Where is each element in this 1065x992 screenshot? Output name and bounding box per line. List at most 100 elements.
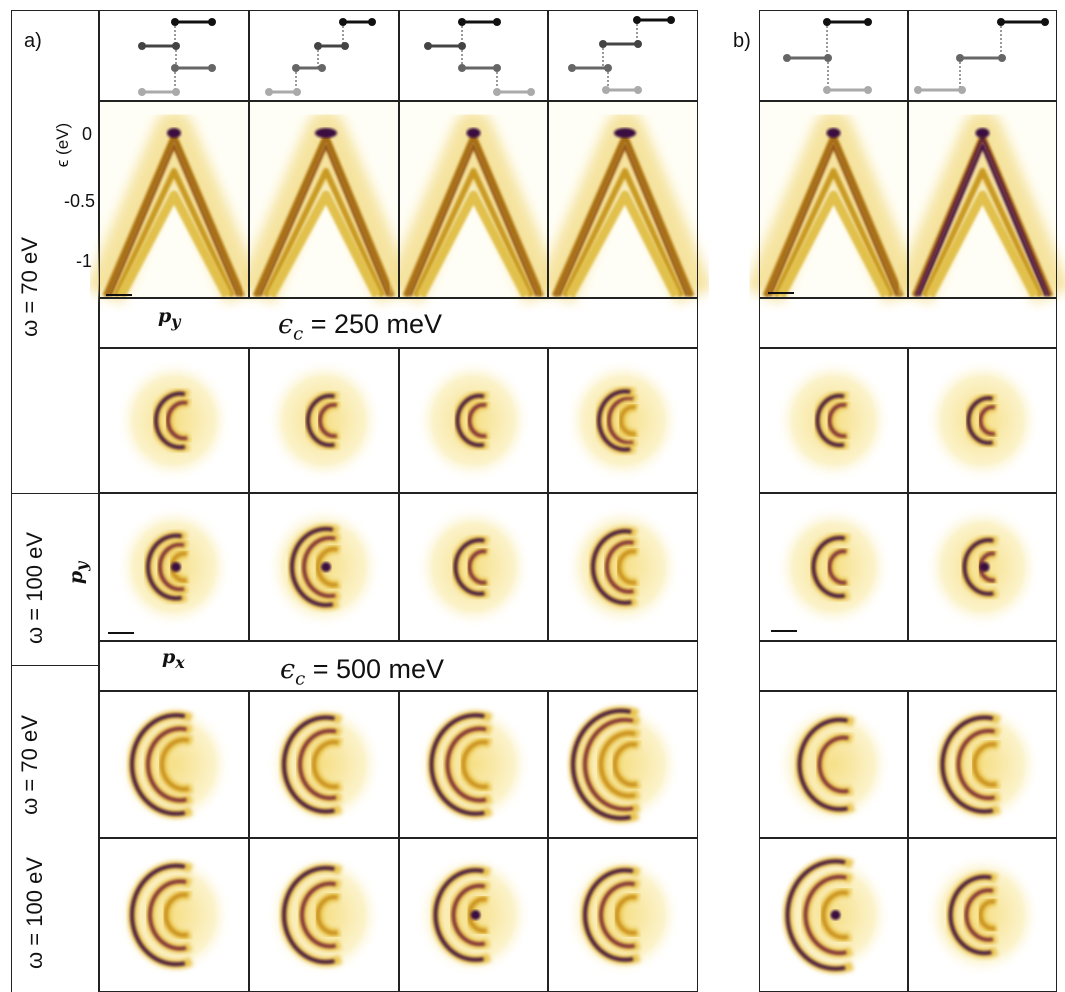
momentum-map-b-ec500-w70-2 bbox=[909, 692, 1056, 837]
map-arc bbox=[811, 535, 846, 599]
map-arc bbox=[455, 393, 485, 448]
cell-border bbox=[399, 101, 548, 298]
band-branch bbox=[921, 168, 1044, 298]
map-arc bbox=[433, 868, 484, 962]
level-node bbox=[172, 42, 180, 50]
map-arc bbox=[146, 726, 187, 803]
level-diagram-a-0 bbox=[138, 18, 216, 96]
level-node bbox=[633, 16, 641, 24]
map-arc bbox=[461, 740, 488, 789]
energy-tick-0: 0 bbox=[81, 124, 92, 144]
band-fade bbox=[909, 102, 1056, 142]
cell-border bbox=[908, 493, 1057, 641]
level-node bbox=[293, 88, 301, 96]
label-column-ec500 bbox=[11, 665, 99, 992]
map-arc bbox=[615, 895, 637, 935]
map-arc bbox=[160, 737, 189, 792]
level-node bbox=[997, 18, 1005, 26]
map-arc bbox=[583, 717, 634, 812]
map-arc bbox=[130, 863, 186, 967]
level-node bbox=[208, 64, 216, 72]
momentum-map-b-ec500-w100-2 bbox=[909, 839, 1056, 991]
dispersion-plot-a-4 bbox=[536, 102, 714, 304]
level-node bbox=[368, 18, 376, 26]
cell-border bbox=[759, 348, 908, 493]
map-arc bbox=[453, 538, 485, 596]
map-arc bbox=[591, 529, 632, 605]
map-arc bbox=[785, 859, 846, 971]
energy-tick-neg1: -1 bbox=[75, 251, 92, 271]
momentum-map-ec500-w70-1 bbox=[100, 692, 248, 837]
level-node bbox=[171, 64, 179, 72]
momentum-map-ec250-w100-4 bbox=[549, 494, 697, 640]
cell-border bbox=[548, 10, 698, 101]
level-node bbox=[265, 88, 273, 96]
map-arc bbox=[972, 742, 997, 787]
map-arc bbox=[282, 865, 335, 965]
level-node bbox=[958, 86, 966, 94]
level-node bbox=[667, 16, 675, 24]
band-branch bbox=[772, 168, 895, 298]
cell-border bbox=[548, 691, 698, 838]
band-branch bbox=[926, 190, 1039, 299]
band-branch bbox=[561, 168, 685, 298]
cell-border bbox=[99, 101, 249, 298]
cell-border bbox=[399, 10, 548, 101]
map-arc bbox=[282, 715, 335, 814]
level-node bbox=[864, 86, 872, 94]
level-node bbox=[783, 54, 791, 62]
banner-ec250: py ϵc = 250 meV bbox=[99, 298, 698, 348]
map-arc bbox=[978, 899, 996, 931]
band-fade bbox=[549, 102, 697, 142]
band-branch bbox=[556, 143, 690, 297]
band-branch bbox=[107, 143, 241, 297]
momentum-map-ec500-w100-3 bbox=[400, 839, 547, 991]
map-arc bbox=[306, 393, 335, 448]
map-glow bbox=[775, 702, 892, 827]
map-arc bbox=[300, 881, 337, 949]
map-arc bbox=[298, 728, 337, 801]
map-arc bbox=[605, 540, 634, 594]
map-arc bbox=[803, 874, 847, 956]
map-arc bbox=[956, 728, 995, 801]
banner-ec250-text: ϵc = 250 meV bbox=[278, 309, 443, 345]
map-arc bbox=[617, 549, 637, 585]
cell-border bbox=[249, 101, 399, 298]
momentum-map-ec250-w70-4 bbox=[549, 349, 697, 492]
level-node bbox=[634, 40, 642, 48]
map-arc bbox=[815, 393, 845, 448]
dispersion-plot-a-3 bbox=[385, 102, 562, 304]
map-arc bbox=[597, 389, 631, 452]
momentum-map-b-ec250-w100-1 bbox=[760, 494, 907, 640]
cell-border bbox=[548, 101, 698, 298]
momentum-map-ec500-w100-1 bbox=[100, 839, 248, 991]
cell-border bbox=[908, 101, 1057, 298]
map-arc bbox=[599, 731, 636, 798]
momentum-map-b-ec250-w100-2 bbox=[909, 494, 1056, 640]
band-branch bbox=[412, 168, 535, 298]
momentum-map-b-ec500-w100-1 bbox=[760, 839, 907, 991]
level-node bbox=[914, 86, 922, 94]
level-node bbox=[339, 18, 347, 26]
momentum-map-ec500-w100-4 bbox=[549, 839, 697, 991]
map-arc bbox=[445, 726, 487, 803]
level-node bbox=[599, 40, 607, 48]
map-center bbox=[321, 562, 331, 572]
level-node bbox=[493, 64, 501, 72]
cell-border bbox=[99, 348, 249, 493]
band-branch bbox=[767, 143, 900, 297]
px-axis-label: px bbox=[162, 646, 185, 672]
level-node bbox=[956, 54, 964, 62]
map-arc bbox=[964, 888, 994, 942]
momentum-map-ec250-w100-2 bbox=[250, 494, 398, 640]
level-node bbox=[998, 54, 1006, 62]
map-arc bbox=[619, 405, 636, 436]
level-diagram-b-1 bbox=[914, 18, 1049, 94]
map-arc bbox=[148, 879, 187, 951]
map-arc bbox=[599, 881, 636, 949]
band-branch bbox=[267, 190, 382, 299]
map-arc bbox=[146, 533, 183, 601]
level-node bbox=[458, 64, 466, 72]
level-node bbox=[138, 88, 146, 96]
